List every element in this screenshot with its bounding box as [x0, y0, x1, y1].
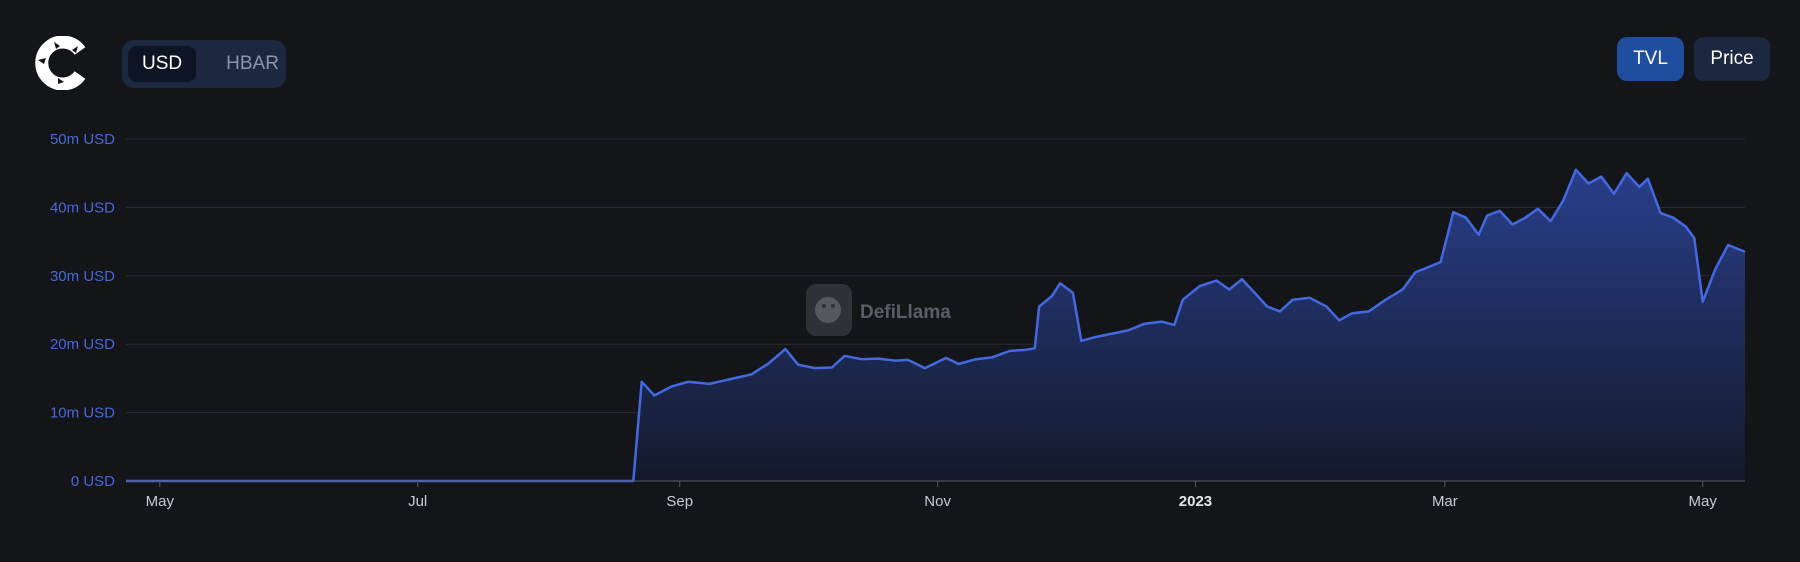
currency-toggle: USD HBAR [122, 40, 286, 88]
x-tick-label: Jul [408, 493, 427, 510]
y-axis: 0 USD 10m USD 20m USD 30m USD 40m USD 50m USD [50, 131, 115, 490]
llama-icon [806, 284, 852, 336]
y-tick-label: 30m USD [50, 268, 115, 285]
x-axis: May Jul Sep Nov 2023 Mar May [126, 480, 1745, 510]
y-tick-label: 40m USD [50, 199, 115, 216]
tvl-area [126, 169, 1745, 482]
currency-option-hbar[interactable]: HBAR [226, 53, 279, 74]
tvl-button[interactable]: TVL [1617, 37, 1684, 81]
x-tick-label: May [146, 493, 175, 510]
x-tick-label: May [1689, 493, 1718, 510]
watermark-text: DefiLlama [860, 302, 951, 323]
price-button[interactable]: Price [1694, 37, 1770, 81]
watermark: DefiLlama [806, 284, 951, 336]
currency-option-usd[interactable]: USD [128, 46, 197, 82]
y-tick-label: 20m USD [50, 336, 115, 353]
tvl-line [126, 168, 1746, 483]
x-tick-label: Mar [1432, 493, 1458, 510]
x-tick-label: Sep [666, 493, 693, 510]
y-tick-label: 50m USD [50, 131, 115, 148]
y-tick-label: 0 USD [71, 473, 115, 490]
protocol-logo-icon [34, 35, 88, 91]
x-tick-label: Nov [924, 493, 951, 510]
x-tick-label: 2023 [1179, 493, 1212, 510]
y-tick-label: 10m USD [50, 405, 115, 422]
